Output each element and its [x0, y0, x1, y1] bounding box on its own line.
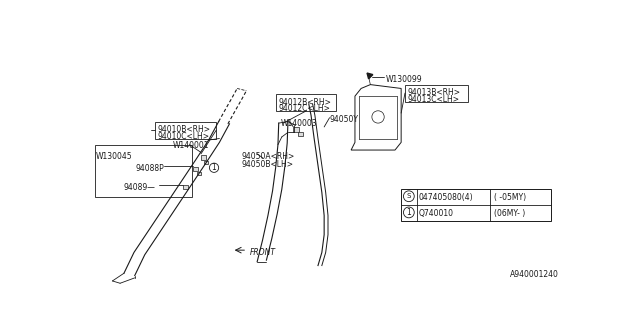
Text: 047405080(4): 047405080(4) — [419, 193, 474, 202]
Bar — [196, 172, 200, 175]
Bar — [292, 127, 299, 132]
Bar — [276, 94, 337, 111]
Text: 94012B<RH>: 94012B<RH> — [279, 98, 332, 107]
Bar — [200, 156, 206, 160]
Text: ( -05MY): ( -05MY) — [493, 193, 525, 202]
Bar — [193, 167, 198, 171]
Text: 94050A<RH>: 94050A<RH> — [242, 152, 295, 161]
Text: W130099: W130099 — [386, 75, 422, 84]
Text: W130045: W130045 — [95, 152, 132, 161]
Text: 94089—: 94089— — [124, 183, 156, 192]
Bar — [183, 185, 188, 189]
Text: A940001240: A940001240 — [510, 270, 559, 279]
Bar — [298, 132, 303, 136]
Text: FRONT: FRONT — [250, 248, 275, 257]
Text: (06MY- ): (06MY- ) — [493, 209, 525, 218]
Text: W140003: W140003 — [280, 119, 317, 128]
Bar — [204, 161, 208, 164]
Text: 94088P: 94088P — [136, 164, 164, 173]
Text: 1: 1 — [406, 208, 412, 217]
Text: Q740010: Q740010 — [419, 209, 454, 218]
Text: 94010B<RH>: 94010B<RH> — [157, 125, 210, 134]
Text: 1: 1 — [212, 163, 216, 172]
Bar — [405, 84, 468, 101]
Bar — [155, 122, 216, 139]
Text: 94012C<LH>: 94012C<LH> — [279, 104, 331, 113]
Bar — [95, 145, 192, 197]
Text: 94010C<LH>: 94010C<LH> — [157, 132, 209, 140]
Bar — [401, 188, 551, 221]
Text: 94050B<LH>: 94050B<LH> — [242, 160, 294, 169]
Text: W140001: W140001 — [172, 141, 209, 150]
Text: 94050Y: 94050Y — [330, 116, 358, 124]
Text: S: S — [406, 193, 411, 199]
Text: 94013B<RH>: 94013B<RH> — [407, 88, 460, 98]
Text: 94013C<LH>: 94013C<LH> — [407, 95, 460, 104]
